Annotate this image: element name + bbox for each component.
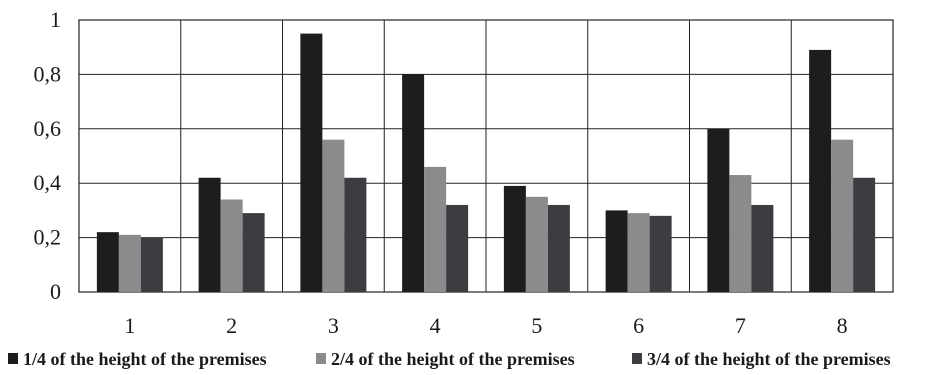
x-tick-label: 7 xyxy=(735,313,746,338)
y-tick-label: 0 xyxy=(50,279,61,304)
x-tick-label: 5 xyxy=(531,313,542,338)
x-tick-label: 4 xyxy=(430,313,441,338)
bar-series-3-cat-8 xyxy=(853,177,876,292)
bar-series-1-cat-1 xyxy=(96,232,119,292)
bar-series-1-cat-7 xyxy=(707,128,730,292)
bar-series-3-cat-3 xyxy=(344,177,367,292)
x-tick-label: 6 xyxy=(633,313,644,338)
x-tick-label: 8 xyxy=(837,313,848,338)
bar-series-1-cat-6 xyxy=(605,210,628,292)
bar-series-1-cat-2 xyxy=(198,177,221,292)
bar-series-1-cat-5 xyxy=(503,185,526,292)
y-tick-label: 1 xyxy=(50,7,61,32)
bar-series-3-cat-6 xyxy=(649,215,672,292)
y-tick-label: 0,2 xyxy=(34,225,62,250)
bar-series-2-cat-7 xyxy=(729,175,752,292)
x-axis-ticks: 1 2 3 4 5 6 7 8 xyxy=(124,313,847,338)
y-tick-label: 0,4 xyxy=(34,170,62,195)
y-tick-label: 0,8 xyxy=(34,61,62,86)
bar-series-3-cat-1 xyxy=(140,237,163,292)
bar-series-2-cat-8 xyxy=(831,139,854,292)
legend-label: 3/4 of the height of the premises xyxy=(647,349,891,369)
y-axis-ticks: 0 0,2 0,4 0,6 0,8 1 xyxy=(34,7,62,304)
x-tick-label: 1 xyxy=(124,313,135,338)
bar-series-3-cat-7 xyxy=(751,204,774,292)
bar-series-2-cat-4 xyxy=(424,166,447,292)
bar-series-1-cat-8 xyxy=(809,49,832,292)
bar-series-3-cat-5 xyxy=(547,204,570,292)
legend-label: 2/4 of the height of the premises xyxy=(331,349,575,369)
legend-swatch xyxy=(632,353,642,364)
legend-swatch xyxy=(8,353,18,364)
x-tick-label: 2 xyxy=(226,313,237,338)
bar-series-2-cat-2 xyxy=(220,199,243,292)
bar-series-2-cat-1 xyxy=(118,234,141,292)
bar-series-2-cat-5 xyxy=(525,196,548,292)
legend-swatch xyxy=(316,353,326,364)
bar-series-1-cat-4 xyxy=(402,74,425,293)
bar-series-1-cat-3 xyxy=(300,33,323,292)
bars xyxy=(96,33,876,293)
x-tick-label: 3 xyxy=(328,313,339,338)
legend: 1/4 of the height of the premises 2/4 of … xyxy=(8,349,891,369)
bar-series-3-cat-4 xyxy=(446,204,469,292)
bar-series-3-cat-2 xyxy=(242,213,265,292)
bar-series-2-cat-3 xyxy=(322,139,345,292)
y-tick-label: 0,6 xyxy=(34,116,62,141)
bar-series-2-cat-6 xyxy=(627,213,650,292)
legend-label: 1/4 of the height of the premises xyxy=(23,349,267,369)
